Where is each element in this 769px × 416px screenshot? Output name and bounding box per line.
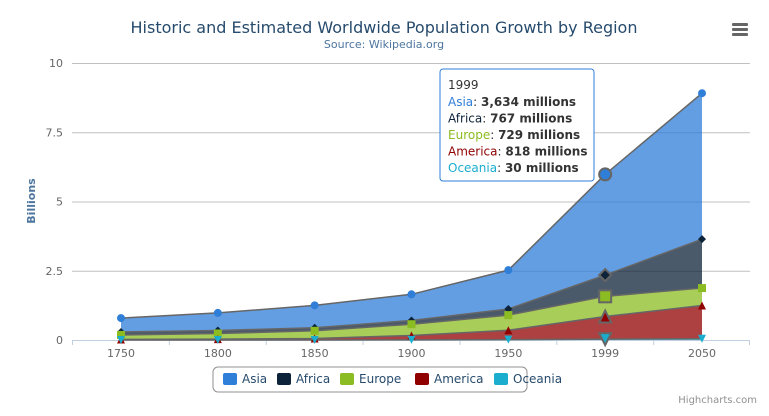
tooltip-row: America: 818 millions xyxy=(448,145,587,159)
legend-symbol xyxy=(494,373,508,385)
y-tick-label: 7.5 xyxy=(46,126,64,139)
x-tick-label: 1950 xyxy=(494,347,522,360)
legend-item-europe[interactable]: Europe xyxy=(340,372,401,386)
data-point-asia xyxy=(407,290,416,299)
data-point-africa xyxy=(597,267,613,283)
tooltip: 1999 Asia: 3,634 millions Africa: 767 mill… xyxy=(439,68,595,182)
data-point-europe xyxy=(598,289,613,304)
data-point-america xyxy=(504,326,513,335)
area-america xyxy=(121,305,702,340)
legend-label: Europe xyxy=(359,372,401,386)
data-point-oceania xyxy=(597,332,613,348)
data-point-europe xyxy=(504,311,513,320)
data-point-europe xyxy=(698,284,706,293)
data-point-asia xyxy=(504,266,513,275)
legend-label: Asia xyxy=(242,372,267,386)
legend-symbol xyxy=(277,373,291,385)
data-point-africa xyxy=(504,304,513,313)
legend-symbol xyxy=(223,373,237,385)
data-point-oceania xyxy=(504,335,513,344)
data-point-asia xyxy=(598,167,613,182)
data-point-oceania xyxy=(213,335,222,344)
data-point-oceania xyxy=(698,334,706,343)
data-point-america xyxy=(698,301,706,310)
legend-item-africa[interactable]: Africa xyxy=(277,372,330,386)
y-axis-title: Billions xyxy=(25,178,38,224)
legend-symbol xyxy=(340,373,354,385)
x-tick-label: 1900 xyxy=(398,347,426,360)
legend-item-america[interactable]: America xyxy=(415,372,484,386)
legend-label: Africa xyxy=(296,372,330,386)
tooltip-row: Africa: 767 millions xyxy=(448,112,572,126)
area-asia xyxy=(121,93,702,332)
legend-symbol xyxy=(415,373,429,385)
y-tick-label: 10 xyxy=(49,57,63,70)
y-tick-label: 5 xyxy=(56,196,63,209)
data-point-oceania xyxy=(117,335,125,344)
data-point-europe xyxy=(407,320,416,329)
chart-subtitle: Source: Wikipedia.org xyxy=(324,38,444,51)
credits-link[interactable]: Highcharts.com xyxy=(678,395,757,406)
area-africa xyxy=(121,239,702,335)
data-point-asia xyxy=(698,89,706,98)
tooltip-row: Oceania: 30 millions xyxy=(448,161,579,175)
legend-item-oceania[interactable]: Oceania xyxy=(494,372,562,386)
data-point-africa xyxy=(698,235,706,244)
legend-item-asia[interactable]: Asia xyxy=(223,372,267,386)
hamburger-menu-icon xyxy=(732,23,748,36)
data-point-europe xyxy=(310,326,319,335)
data-point-asia xyxy=(117,314,125,323)
data-point-asia xyxy=(310,301,319,310)
y-tick-label: 0 xyxy=(56,334,63,347)
x-tick-label: 2050 xyxy=(688,347,716,360)
y-tick-label: 2.5 xyxy=(46,265,64,278)
data-point-asia xyxy=(213,308,222,317)
x-tick-label: 1800 xyxy=(204,347,232,360)
menu-button[interactable] xyxy=(728,18,752,40)
data-point-oceania xyxy=(310,335,319,344)
data-point-europe xyxy=(117,330,125,339)
tooltip-row: Asia: 3,634 millions xyxy=(448,95,576,109)
x-tick-label: 1850 xyxy=(301,347,329,360)
x-tick-label: 1750 xyxy=(107,347,135,360)
x-tick-label: 1999 xyxy=(591,347,619,360)
data-point-america xyxy=(597,308,613,324)
data-point-europe xyxy=(213,329,222,338)
data-point-oceania xyxy=(407,335,416,344)
legend: Asia Africa Europe America Oceania xyxy=(212,366,562,393)
tooltip-row: Europe: 729 millions xyxy=(448,128,580,142)
tooltip-header: 1999 xyxy=(448,78,479,92)
chart-title: Historic and Estimated Worldwide Populat… xyxy=(131,18,638,37)
legend-label: America xyxy=(434,372,484,386)
legend-label: Oceania xyxy=(513,372,562,386)
